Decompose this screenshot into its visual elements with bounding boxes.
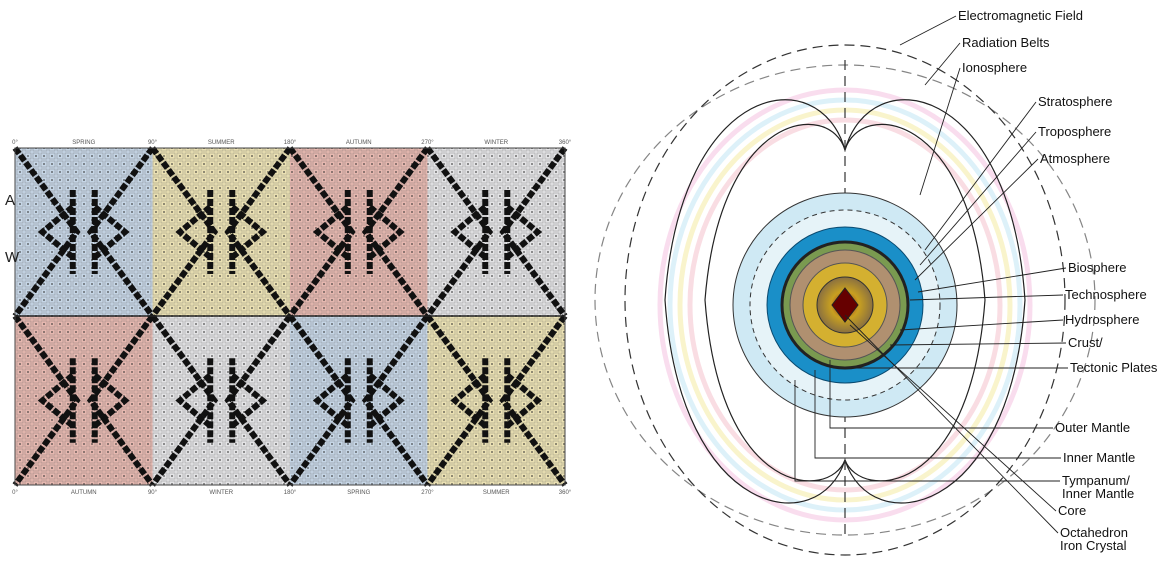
grid-border xyxy=(14,147,566,486)
pattern-x xyxy=(287,314,430,487)
leader-line xyxy=(829,360,1053,429)
pattern-x xyxy=(150,146,293,318)
grid-axis-label: SPRING xyxy=(72,140,95,146)
diagram-label: Iron Crystal xyxy=(1060,538,1127,553)
leader-line xyxy=(919,131,1037,266)
grid-axis-label: 90° xyxy=(148,490,158,496)
pattern-bars xyxy=(37,358,130,443)
diagram-label: Technosphere xyxy=(1065,287,1147,302)
side-letter: W xyxy=(5,249,20,266)
grid-axis-label: WINTER xyxy=(484,140,508,146)
grid-axis-label: 90° xyxy=(148,140,158,146)
diagram-label: Radiation Belts xyxy=(962,35,1050,50)
leader-line xyxy=(919,67,961,196)
pattern-bars xyxy=(175,190,268,274)
label-layer: Electromagnetic Field Radiation Belts Iono… xyxy=(794,8,1158,553)
leader-line xyxy=(794,380,1060,482)
grid-axis-label: 360° xyxy=(559,140,572,146)
grid-axis-label: WINTER xyxy=(209,490,233,496)
leader-line xyxy=(924,101,1037,251)
side-letter: A xyxy=(5,192,15,209)
grid-axis-label: 0° xyxy=(12,490,18,496)
pattern-x xyxy=(12,314,155,487)
pattern-x xyxy=(425,146,568,318)
diagram-label: Tympanum/ xyxy=(1062,473,1130,488)
diagram-label: Biosphere xyxy=(1068,260,1127,275)
grid-axis-label: 0° xyxy=(12,140,18,146)
grid-axis-label: 180° xyxy=(284,490,297,496)
pattern-x xyxy=(12,146,155,318)
leader-line xyxy=(909,294,1064,301)
season-grid: 0° SPRING 90° SUMMER 180° AUTUMN 270° WINTER 360… xyxy=(5,140,572,496)
pattern-x xyxy=(150,314,293,487)
diagram-label: Troposphere xyxy=(1038,124,1111,139)
pattern-x xyxy=(287,146,430,318)
diagram-label: Inner Mantle xyxy=(1063,450,1135,465)
grid-axis-label: AUTUMN xyxy=(346,140,372,146)
grid-axis-label: 360° xyxy=(559,490,572,496)
earth-diagram xyxy=(594,44,1096,556)
diagram-label: Stratosphere xyxy=(1038,94,1112,109)
diagram-label: Atmosphere xyxy=(1040,151,1110,166)
pattern-bars xyxy=(175,358,268,443)
diagram-label: Outer Mantle xyxy=(1055,420,1130,435)
diagram-label: Hydrosphere xyxy=(1065,312,1139,327)
pattern-x xyxy=(425,314,568,487)
diagram-label: Octahedron xyxy=(1060,525,1128,540)
leader-line xyxy=(917,267,1067,293)
leader-line xyxy=(814,370,1061,459)
pattern-bars xyxy=(37,190,130,274)
grid-axis-label: 270° xyxy=(421,490,434,496)
leader-line xyxy=(844,314,1059,534)
grid-axis-label: AUTUMN xyxy=(71,490,97,496)
leader-line xyxy=(924,42,961,86)
grid-axis-label: SUMMER xyxy=(208,140,235,146)
grid-axis-label: 180° xyxy=(284,140,297,146)
diagram-label: Electromagnetic Field xyxy=(958,8,1083,23)
diagram-label: Inner Mantle xyxy=(1062,486,1134,501)
leader-line xyxy=(849,324,1057,512)
pattern-bars xyxy=(450,190,543,274)
leader-line xyxy=(914,158,1039,281)
pattern-bars xyxy=(312,190,405,274)
diagram-label: Ionosphere xyxy=(962,60,1027,75)
leader-line xyxy=(889,342,1067,346)
pattern-bars xyxy=(450,358,543,443)
grid-axis-label: SPRING xyxy=(347,490,370,496)
grid-axis-label: 270° xyxy=(421,140,434,146)
diagram-label: Tectonic Plates xyxy=(1070,360,1158,375)
pattern-bars xyxy=(312,358,405,443)
diagram-label: Core xyxy=(1058,503,1086,518)
diagram-label: Crust/ xyxy=(1068,335,1103,350)
grid-axis-label: SUMMER xyxy=(483,490,510,496)
leader-line xyxy=(899,319,1064,331)
leader-line xyxy=(899,15,957,46)
